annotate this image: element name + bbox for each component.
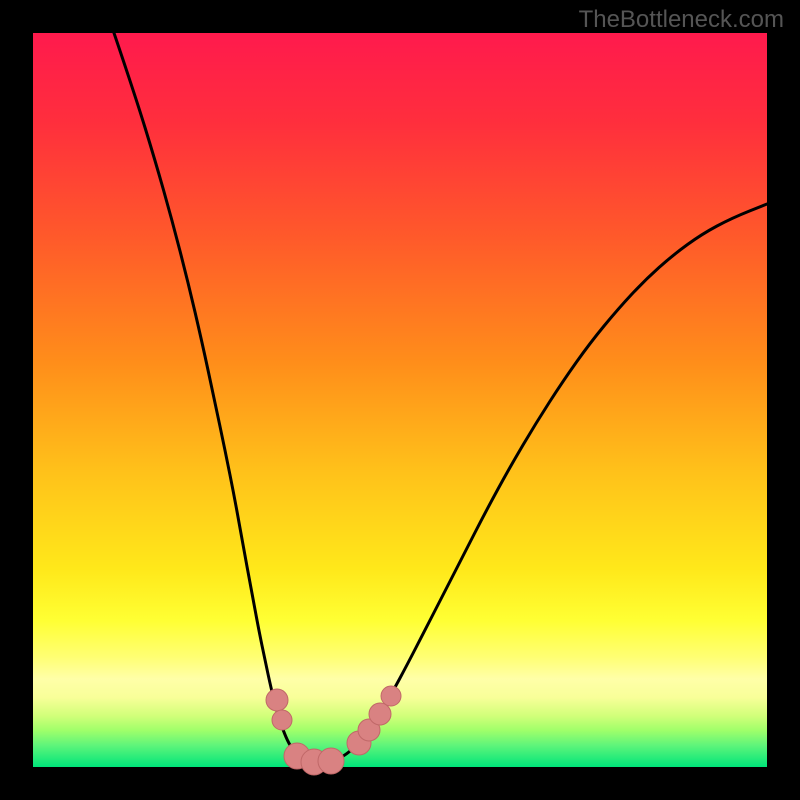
data-marker <box>318 748 344 774</box>
data-marker <box>266 689 288 711</box>
data-marker <box>381 686 401 706</box>
chart-svg <box>0 0 800 800</box>
data-marker <box>369 703 391 725</box>
bottleneck-curve <box>114 33 767 763</box>
data-marker <box>272 710 292 730</box>
watermark-text: TheBottleneck.com <box>579 6 784 34</box>
